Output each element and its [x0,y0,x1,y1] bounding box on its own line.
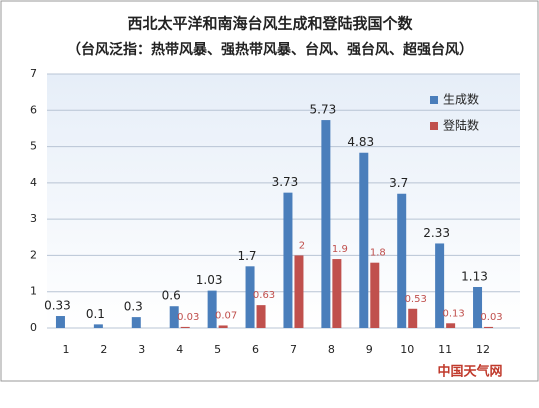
value-label: 1.03 [196,273,223,287]
bar [93,324,103,328]
x-tick-label: 10 [400,343,414,356]
x-tick-label: 6 [252,343,259,356]
logo: 中国天气网 [437,364,502,380]
value-label: 2 [299,240,305,251]
x-tick-label: 1 [62,343,69,356]
bar [359,152,369,328]
y-tick-label: 0 [30,321,37,334]
bar [256,305,266,328]
bar [207,290,217,328]
value-label: 0.53 [405,294,427,305]
chart-title: 西北太平洋和南海台风生成和登陆我国个数 [127,15,413,33]
y-tick-label: 1 [30,285,37,298]
chart-subtitle: （台风泛指：热带风暴、强热带风暴、台风、强台风、超强台风） [67,41,473,58]
x-tick-label: 3 [138,343,145,356]
bar [283,192,293,328]
bar [397,193,407,328]
legend-label: 登陆数 [443,118,479,133]
bar [321,120,331,328]
bar [180,326,190,328]
y-tick-label: 3 [30,212,37,225]
value-label: 0.1 [86,307,105,321]
y-tick-label: 2 [30,248,37,261]
y-tick-label: 6 [30,103,37,116]
bar [484,326,494,328]
y-tick-label: 4 [30,176,37,189]
y-tick-label: 5 [30,140,37,153]
value-label: 0.07 [215,310,237,321]
x-tick-label: 12 [476,343,490,356]
bar [473,286,483,328]
value-label: 0.63 [253,290,275,301]
bar [245,266,255,328]
bar [294,255,304,328]
value-label: 3.7 [389,176,408,190]
value-label: 1.13 [461,269,488,283]
x-tick-label: 11 [438,343,452,356]
x-tick-label: 5 [214,343,221,356]
x-tick-label: 7 [290,343,297,356]
bar [408,308,418,328]
x-tick-label: 9 [366,343,373,356]
value-label: 1.9 [332,244,348,255]
value-label: 0.13 [442,308,464,319]
value-label: 1.8 [370,248,386,259]
legend-swatch [430,122,438,130]
x-tick-label: 2 [100,343,107,356]
value-label: 0.6 [162,289,181,303]
value-label: 0.03 [177,312,199,323]
legend-label: 生成数 [443,92,479,107]
bar [169,306,179,328]
value-label: 5.73 [310,103,337,117]
value-label: 3.73 [272,175,299,189]
bar [435,243,445,328]
value-label: 0.3 [124,300,143,314]
bar [370,262,380,328]
value-label: 0.33 [44,299,71,313]
bar [131,317,141,328]
y-tick-label: 7 [30,67,37,80]
value-label: 4.83 [347,135,374,149]
value-label: 1.7 [237,249,256,263]
bar [332,259,342,328]
legend-swatch [430,96,438,104]
value-label: 0.03 [480,312,502,323]
bar [55,316,65,328]
x-tick-label: 8 [328,343,335,356]
value-label: 2.33 [423,226,450,240]
bar [218,325,228,328]
x-tick-label: 4 [176,343,183,356]
bar [446,323,456,328]
